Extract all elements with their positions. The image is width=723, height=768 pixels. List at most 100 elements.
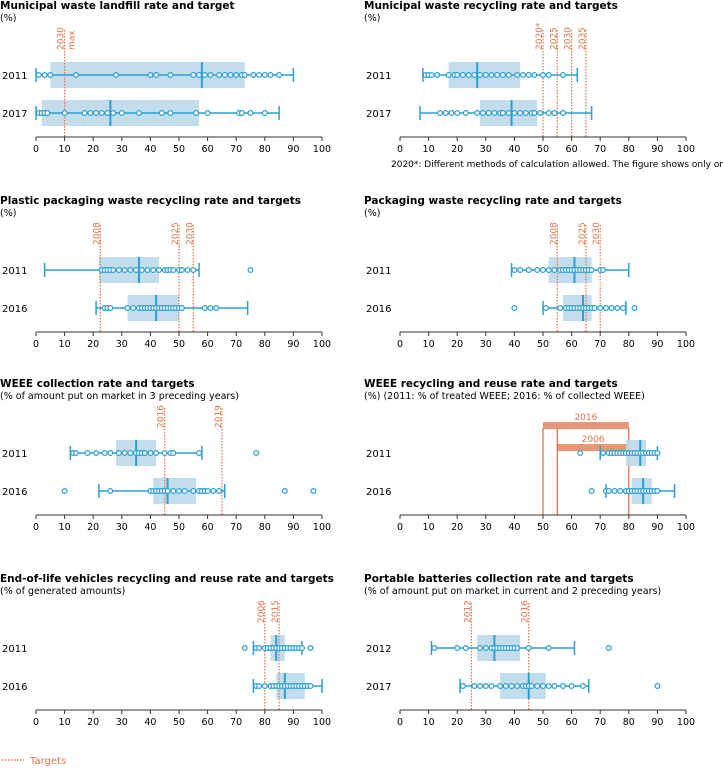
data-point: [445, 71, 452, 78]
data-point: [121, 267, 128, 274]
x-tick-label: 70: [594, 339, 606, 350]
data-point: [158, 109, 165, 116]
data-point: [170, 450, 177, 457]
data-point: [437, 109, 444, 116]
row-label: 2017: [366, 682, 391, 693]
data-point: [167, 71, 174, 78]
data-point: [256, 71, 263, 78]
data-point: [124, 305, 131, 312]
data-point: [213, 305, 220, 312]
x-tick-label: 30: [116, 339, 128, 350]
data-point: [164, 488, 171, 495]
data-point: [605, 644, 612, 651]
data-point: [307, 644, 314, 651]
data-point: [310, 488, 317, 495]
data-point: [196, 71, 203, 78]
data-point: [130, 305, 137, 312]
data-point: [479, 109, 486, 116]
chart-subtitle: (%): [0, 208, 16, 219]
target-label: 2015: [271, 600, 281, 623]
chart-title: Plastic packaging waste recycling rate a…: [0, 195, 301, 207]
x-tick-label: 70: [594, 144, 606, 155]
x-tick-label: 10: [423, 717, 435, 728]
data-point: [614, 305, 621, 312]
data-point: [201, 71, 208, 78]
x-tick-label: 70: [230, 339, 242, 350]
data-point: [216, 71, 223, 78]
x-tick-label: 10: [59, 522, 71, 533]
row-label: 2011: [2, 644, 27, 655]
legend-label: Targets: [29, 756, 66, 767]
x-tick-label: 50: [173, 717, 185, 728]
data-point: [539, 267, 546, 274]
x-tick-label: 60: [202, 339, 214, 350]
data-point: [517, 267, 524, 274]
x-tick-label: 80: [623, 522, 635, 533]
row-label: 2016: [366, 487, 391, 498]
x-tick-label: 40: [144, 339, 156, 350]
x-tick-label: 30: [116, 717, 128, 728]
chart-subtitle: (%): [0, 13, 16, 24]
legend: Targets: [2, 756, 66, 767]
x-tick-label: 10: [59, 339, 71, 350]
data-point: [560, 682, 567, 689]
x-tick-label: 100: [313, 717, 331, 728]
data-point: [115, 450, 122, 457]
data-point: [247, 109, 254, 116]
row-label: 2016: [2, 487, 27, 498]
x-tick-label: 100: [313, 522, 331, 533]
chart-subtitle: (% of amount put on market in 3 precedin…: [0, 391, 239, 402]
x-tick-label: 80: [259, 717, 271, 728]
x-tick-label: 50: [537, 144, 549, 155]
x-tick-label: 50: [537, 717, 549, 728]
target-label: 2020*: [535, 22, 545, 50]
data-point: [210, 488, 217, 495]
chart-title: WEEE collection rate and targets: [0, 378, 195, 390]
x-tick-label: 60: [566, 717, 578, 728]
row-label: 2011: [2, 266, 27, 277]
x-tick-label: 0: [397, 144, 403, 155]
x-tick-label: 80: [259, 144, 271, 155]
data-point: [654, 488, 661, 495]
data-point: [534, 682, 541, 689]
x-tick-label: 0: [397, 522, 403, 533]
target-label: 2030: [592, 222, 602, 245]
x-tick-label: 70: [594, 522, 606, 533]
target-label: 2019: [214, 405, 224, 428]
data-point: [298, 644, 305, 651]
x-tick-label: 100: [677, 144, 695, 155]
x-tick-label: 40: [508, 717, 520, 728]
x-tick-label: 0: [33, 339, 39, 350]
data-point: [261, 71, 268, 78]
x-tick-label: 100: [313, 339, 331, 350]
x-tick-label: 50: [173, 522, 185, 533]
target-label: 2025: [578, 222, 588, 245]
target-label: 2025: [549, 27, 559, 50]
data-point: [525, 267, 532, 274]
data-point: [522, 109, 529, 116]
data-point: [281, 488, 288, 495]
data-point: [459, 71, 466, 78]
data-point: [488, 71, 495, 78]
row-label: 2011: [366, 71, 391, 82]
data-point: [216, 488, 223, 495]
data-point: [121, 450, 128, 457]
data-point: [247, 267, 254, 274]
data-point: [73, 450, 80, 457]
row-label: 2011: [2, 71, 27, 82]
data-point: [505, 71, 512, 78]
data-point: [482, 682, 489, 689]
chart-title: End-of-life vehicles recycling and reuse…: [0, 573, 334, 585]
chart-subtitle: (% of amount put on market in current an…: [364, 586, 661, 597]
x-tick-label: 40: [144, 522, 156, 533]
data-point: [170, 267, 177, 274]
data-point: [471, 682, 478, 689]
x-tick-label: 20: [451, 717, 463, 728]
target-label: 2012: [464, 600, 474, 623]
x-tick-label: 60: [566, 339, 578, 350]
data-point: [93, 109, 100, 116]
data-point: [241, 644, 248, 651]
data-point: [597, 305, 604, 312]
x-tick-label: 100: [677, 522, 695, 533]
